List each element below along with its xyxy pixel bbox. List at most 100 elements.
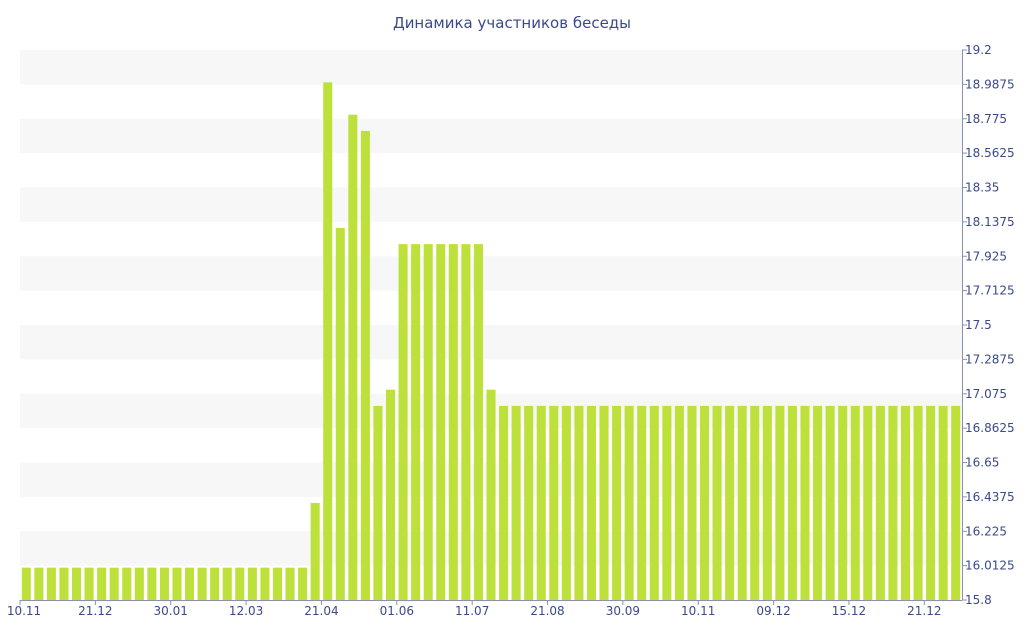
x-tick-label: 21.04 bbox=[304, 604, 338, 618]
x-tick-label: 01.06 bbox=[380, 604, 414, 618]
bar bbox=[247, 567, 257, 600]
bar bbox=[310, 502, 320, 600]
bar bbox=[561, 405, 571, 600]
bar bbox=[285, 567, 295, 600]
x-tick-label: 21.12 bbox=[907, 604, 941, 618]
bar bbox=[373, 405, 383, 600]
bar bbox=[662, 405, 672, 600]
x-tick-label: 15.12 bbox=[832, 604, 866, 618]
y-tick-label: 16.225 bbox=[965, 524, 1007, 538]
bar bbox=[900, 405, 911, 600]
bar bbox=[813, 405, 823, 600]
bar bbox=[624, 405, 634, 600]
y-tick-label: 18.775 bbox=[965, 112, 1007, 126]
y-tick-label: 17.075 bbox=[965, 387, 1007, 401]
bar bbox=[398, 244, 408, 600]
bar bbox=[448, 244, 458, 600]
bar bbox=[951, 405, 961, 600]
bar bbox=[850, 405, 860, 600]
bar bbox=[185, 567, 195, 600]
bar bbox=[574, 405, 584, 600]
bar bbox=[71, 567, 82, 600]
bar bbox=[222, 567, 232, 600]
x-tick-label: 30.09 bbox=[606, 604, 640, 618]
bar bbox=[712, 405, 722, 600]
bar bbox=[549, 405, 559, 600]
bar bbox=[34, 567, 44, 600]
y-tick-label: 18.35 bbox=[965, 181, 999, 195]
bar bbox=[888, 405, 898, 600]
bar bbox=[21, 567, 31, 600]
x-tick-label: 30.01 bbox=[154, 604, 188, 618]
x-tick-label: 21.12 bbox=[78, 604, 112, 618]
y-tick-label: 16.65 bbox=[965, 456, 999, 470]
bar bbox=[109, 567, 119, 600]
bar bbox=[210, 567, 220, 600]
bar bbox=[134, 567, 144, 600]
bar bbox=[235, 567, 245, 600]
bar bbox=[197, 567, 207, 600]
grid-band bbox=[20, 50, 962, 85]
bar bbox=[524, 405, 534, 600]
y-tick-label: 18.5625 bbox=[965, 146, 1015, 160]
bar bbox=[159, 567, 169, 600]
y-tick-label: 17.925 bbox=[965, 249, 1007, 263]
y-tick-label: 18.9875 bbox=[965, 77, 1015, 91]
bar bbox=[348, 114, 358, 601]
bar bbox=[360, 130, 370, 600]
bar bbox=[699, 405, 710, 600]
bar bbox=[586, 405, 597, 600]
x-tick-label: 21.08 bbox=[530, 604, 564, 618]
bar bbox=[825, 405, 835, 600]
bar bbox=[926, 405, 936, 600]
x-tick-label: 10.11 bbox=[681, 604, 715, 618]
x-tick-label: 09.12 bbox=[756, 604, 790, 618]
y-tick-label: 18.1375 bbox=[965, 215, 1015, 229]
x-tick-label: 12.03 bbox=[229, 604, 263, 618]
bar bbox=[486, 389, 496, 600]
y-tick-label: 15.8 bbox=[965, 593, 992, 607]
bar-series bbox=[21, 82, 961, 601]
bar bbox=[473, 244, 483, 600]
bar bbox=[385, 389, 396, 600]
x-axis-ticks: 10.11 21.12 30.01 12.03 21.04 01.06 11.07 21.08… bbox=[7, 600, 941, 618]
bar bbox=[637, 405, 647, 600]
y-tick-label: 17.2875 bbox=[965, 352, 1015, 366]
bar bbox=[599, 405, 609, 600]
y-tick-label: 16.0125 bbox=[965, 559, 1015, 573]
bar bbox=[536, 405, 546, 600]
bar bbox=[750, 405, 760, 600]
bar bbox=[46, 567, 56, 600]
x-tick-label: 10.11 bbox=[7, 604, 41, 618]
bar bbox=[800, 405, 810, 600]
y-tick-label: 19.2 bbox=[965, 43, 992, 57]
chart-title: Динамика участников беседы bbox=[393, 14, 631, 32]
bar bbox=[787, 405, 797, 600]
bar bbox=[687, 405, 697, 600]
bar bbox=[612, 405, 622, 600]
y-tick-label: 16.8625 bbox=[965, 421, 1015, 435]
grid-band bbox=[20, 256, 962, 291]
bar bbox=[461, 244, 471, 600]
bar bbox=[938, 405, 948, 600]
bar bbox=[423, 244, 433, 600]
bar bbox=[762, 405, 772, 600]
grid-band bbox=[20, 187, 962, 222]
bar bbox=[272, 567, 283, 600]
bar bbox=[775, 405, 785, 600]
y-axis-ticks: 19.2 18.9875 18.775 18.5625 18.35 18.1375 17.9… bbox=[962, 43, 1015, 607]
bar bbox=[499, 405, 509, 600]
bar bbox=[411, 244, 421, 600]
bar bbox=[863, 405, 873, 600]
bar bbox=[913, 405, 923, 600]
y-tick-label: 16.4375 bbox=[965, 490, 1015, 504]
bar bbox=[511, 405, 521, 600]
y-tick-label: 17.5 bbox=[965, 318, 992, 332]
bar bbox=[335, 227, 345, 601]
bar bbox=[122, 567, 132, 600]
bar bbox=[436, 244, 446, 600]
bar bbox=[737, 405, 747, 600]
bar bbox=[649, 405, 659, 600]
